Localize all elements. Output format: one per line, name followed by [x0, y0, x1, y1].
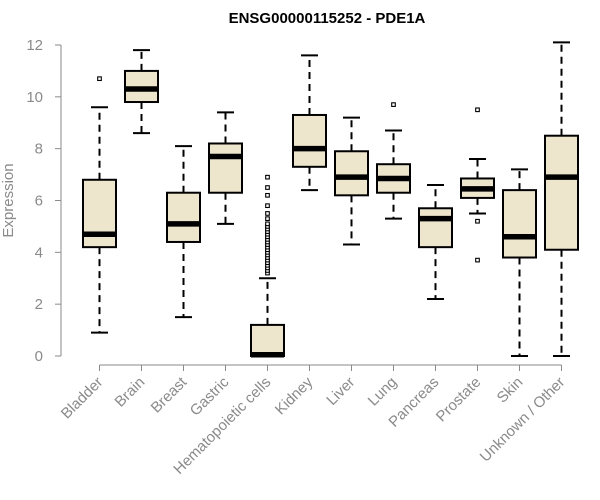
- x-tick-label: Bladder: [58, 374, 107, 423]
- outlier-point: [475, 107, 480, 113]
- box-iqr: [334, 150, 369, 197]
- x-tick-label: Kidney: [272, 373, 317, 418]
- outlier-point: [97, 76, 102, 82]
- box-iqr: [82, 178, 117, 249]
- outlier-point: [265, 221, 270, 227]
- box-iqr: [418, 207, 453, 249]
- box-iqr: [208, 142, 243, 194]
- box-0: [82, 76, 117, 334]
- boxes-group: [82, 41, 579, 358]
- box-iqr: [544, 134, 579, 251]
- box-1: [124, 49, 159, 135]
- box-10: [502, 168, 537, 357]
- outlier-point: [265, 192, 270, 198]
- box-11: [544, 41, 579, 357]
- y-tick-label: 12: [26, 37, 43, 54]
- outlier-point: [265, 174, 270, 180]
- y-tick-label: 6: [35, 193, 43, 210]
- x-tick-label: Brain: [112, 374, 149, 411]
- outlier-point: [391, 102, 396, 107]
- outlier-point: [475, 218, 480, 224]
- chart-title: ENSG00000115252 - PDE1A: [229, 10, 426, 27]
- box-iqr: [250, 323, 285, 357]
- box-4: [250, 174, 285, 358]
- y-tick-label: 2: [35, 296, 43, 313]
- x-tick-label: Skin: [494, 374, 527, 407]
- x-tick-label: Prostate: [433, 374, 485, 426]
- box-3: [208, 111, 243, 225]
- outlier-point: [475, 257, 480, 263]
- box-6: [334, 116, 369, 246]
- y-axis-label: Expression: [0, 163, 17, 237]
- outlier-point: [265, 185, 270, 190]
- y-tick-label: 8: [35, 141, 43, 158]
- box-iqr: [502, 189, 537, 259]
- y-axis: 0 2 4 6 8 10 12: [26, 37, 62, 365]
- x-tick-label: Lung: [365, 374, 401, 410]
- box-iqr: [292, 113, 327, 168]
- box-9: [460, 107, 495, 263]
- box-2: [166, 145, 201, 319]
- x-tick-label: Liver: [323, 374, 358, 409]
- box-8: [418, 183, 453, 300]
- y-tick-label: 10: [26, 89, 43, 106]
- x-tick-label: Breast: [148, 373, 191, 416]
- outlier-point: [265, 211, 270, 216]
- box-7: [376, 102, 411, 220]
- outlier-point: [265, 203, 270, 209]
- y-tick-label: 0: [35, 348, 43, 365]
- y-tick-label: 4: [35, 244, 43, 261]
- box-iqr: [166, 191, 201, 243]
- box-5: [292, 54, 327, 192]
- outlier-point: [265, 216, 270, 221]
